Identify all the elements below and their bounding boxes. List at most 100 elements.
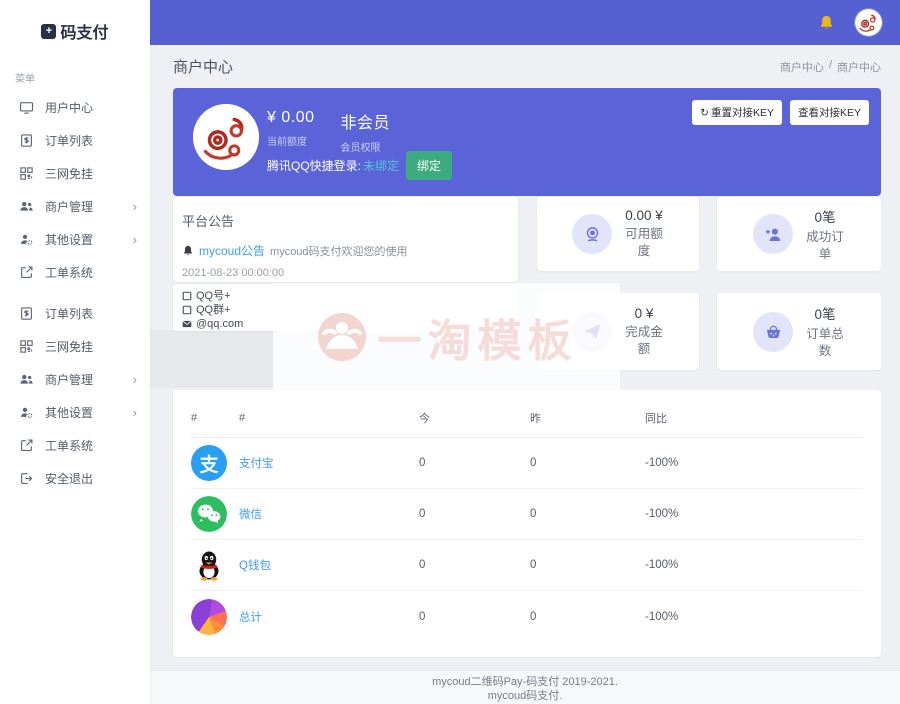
view-key-label: 查看对接KEY [797, 107, 861, 119]
channel-link[interactable]: Q钱包 [239, 560, 271, 572]
member-status: 非会员 [340, 115, 390, 132]
user-gear-icon [20, 234, 33, 245]
cell-today: 0 [419, 508, 426, 520]
sidebar-menu-overlay: 订单列表 三网免挂 商户管理 › 其他设置 › 工单系统 安全退出 [0, 297, 150, 507]
sidebar-item-merchant-manage[interactable]: 商户管理 › [0, 363, 150, 396]
merchant-avatar[interactable] [193, 104, 259, 170]
sidebar-item-three-net[interactable]: 三网免挂 [0, 330, 150, 363]
users-icon [20, 201, 33, 211]
sidebar-item-label: 三网免挂 [45, 167, 94, 181]
col-header: 同比 [645, 412, 667, 425]
view-key-button[interactable]: 查看对接KEY [789, 100, 869, 125]
col-header: # [191, 411, 198, 424]
qrcode-icon [20, 340, 33, 353]
sidebar-item-user-center[interactable]: 用户中心 [0, 91, 150, 124]
user-avatar[interactable] [855, 9, 882, 36]
channel-link[interactable]: 总计 [239, 611, 262, 624]
footer: mycoud二维码Pay-码支付 2019-2021. mycoud码支付. [150, 670, 900, 704]
reset-key-button[interactable]: ↻ 重置对接KEY [692, 100, 782, 125]
chevron-right-icon: › [132, 405, 137, 420]
sidebar-item-ticket-system[interactable]: 工单系统 [0, 256, 150, 289]
pie-chart-icon [191, 598, 227, 635]
brand-icon: + [41, 23, 57, 39]
sidebar-item-label: 订单列表 [45, 134, 94, 148]
receipt-icon [21, 134, 32, 147]
sidebar-item-three-net[interactable]: 三网免挂 [0, 157, 150, 190]
sidebar-item-safe-logout[interactable]: 安全退出 [0, 462, 150, 495]
sidebar-item-ticket-system[interactable]: 工单系统 [0, 429, 150, 462]
chevron-right-icon: › [132, 232, 137, 247]
menu-section-label: 菜单 [15, 74, 35, 85]
notice-message: mycoud码支付欢迎您的使用 [270, 245, 408, 258]
monitor-icon [19, 102, 34, 114]
sidebar-item-merchant-manage[interactable]: 商户管理 › [0, 190, 150, 223]
window-icon [182, 305, 192, 315]
sidebar-item-label: 其他设置 [45, 233, 94, 247]
breadcrumb-parent[interactable]: 商户中心 [779, 61, 824, 74]
sidebar-item-label: 其他设置 [45, 406, 94, 420]
chevron-right-icon: › [132, 199, 137, 214]
breadcrumb-current[interactable]: 商户中心 [837, 61, 881, 74]
footer-line-1: mycoud二维码Pay-码支付 2019-2021. [432, 676, 618, 688]
stat-card-success-orders: 0笔 成功订单 [717, 197, 881, 271]
contact-email[interactable]: @qq.com [182, 317, 509, 331]
sidebar-item-other-settings[interactable]: 其他设置 › [0, 223, 150, 256]
watermark-overlay: 一淘模板 [273, 283, 620, 390]
breadcrumb-separator: / [828, 58, 832, 71]
contact-qq-group[interactable]: QQ群+ [182, 303, 509, 317]
sidebar-item-other-settings[interactable]: 其他设置 › [0, 396, 150, 429]
sidebar-item-order-list[interactable]: 订单列表 [0, 297, 150, 330]
stat-card-total-orders: 0笔 订单总数 [717, 293, 881, 370]
stat-value: 0.00 ¥ [625, 208, 663, 223]
page-title: 商户中心 [173, 59, 234, 76]
cell-yoy: -100% [645, 559, 679, 571]
content: 商户中心 商户中心 / 商户中心 ¥ 0.00 当前额度 非会员 会员权限 [150, 45, 900, 670]
render-glitch-block [150, 330, 273, 388]
receipt-icon [21, 307, 32, 320]
contact-qq-number[interactable]: QQ号+ [182, 289, 509, 303]
sidebar-item-label: 用户中心 [45, 101, 94, 115]
main-area: 商户中心 商户中心 / 商户中心 ¥ 0.00 当前额度 非会员 会员权限 [150, 0, 900, 704]
cell-today: 0 [419, 457, 426, 469]
cell-yoy: -100% [645, 610, 679, 623]
chevron-right-icon: › [132, 372, 137, 387]
logout-icon [21, 473, 33, 484]
qq-login-label: 腾讯QQ快捷登录: [267, 159, 362, 173]
ticket-icon [21, 439, 33, 451]
stat-label: 成功订单 [806, 229, 844, 261]
stat-card-available-quota: 0.00 ¥ 可用额度 [537, 197, 699, 271]
brand-logo[interactable]: + 码支付 [0, 0, 150, 62]
sidebar-item-label: 商户管理 [45, 200, 94, 214]
user-gear-icon [20, 407, 33, 418]
table-row-total: 总计 0 0 -100% [191, 591, 863, 642]
webcam-icon [586, 226, 598, 242]
sidebar-item-label: 工单系统 [45, 439, 94, 453]
notice-title: 平台公告 [182, 214, 235, 229]
sidebar-item-order-list[interactable]: 订单列表 [0, 124, 150, 157]
bind-qq-button[interactable]: 绑定 [406, 151, 453, 180]
users-icon [20, 374, 33, 384]
alipay-glyph: 支 [199, 454, 219, 476]
user-plus-icon [765, 228, 780, 241]
table-row-wechat: 微信 0 0 -100% [191, 489, 863, 540]
window-icon [182, 291, 192, 301]
channel-link[interactable]: 支付宝 [239, 458, 274, 470]
contact-label: QQ群+ [196, 304, 231, 316]
notification-bell-icon[interactable] [818, 14, 835, 31]
notice-author-link[interactable]: mycoud公告 [199, 244, 266, 258]
balance-block: ¥ 0.00 当前额度 [267, 109, 314, 154]
stat-label: 订单总数 [806, 327, 844, 358]
wechat-icon [191, 496, 227, 532]
sidebar-item-label: 安全退出 [45, 472, 94, 486]
channel-table-card: # # 今 昨 同比 支 支付宝 0 0 -100% 微信 0 0 -10 [173, 390, 881, 657]
qrcode-icon [20, 167, 33, 180]
platform-notice-card: 平台公告 mycoud公告 mycoud码支付欢迎您的使用 2021-08-23… [173, 197, 518, 282]
table-row-qq-wallet: Q钱包 0 0 -100% [191, 540, 863, 591]
qq-login-status: 未绑定 [363, 159, 400, 173]
ticket-icon [21, 266, 33, 278]
table-header-row: # # 今 昨 同比 [191, 398, 863, 438]
channel-link[interactable]: 微信 [239, 509, 262, 521]
notice-bell-icon [184, 245, 192, 255]
stat-value: 0笔 [814, 307, 836, 322]
envelope-icon [182, 320, 192, 328]
